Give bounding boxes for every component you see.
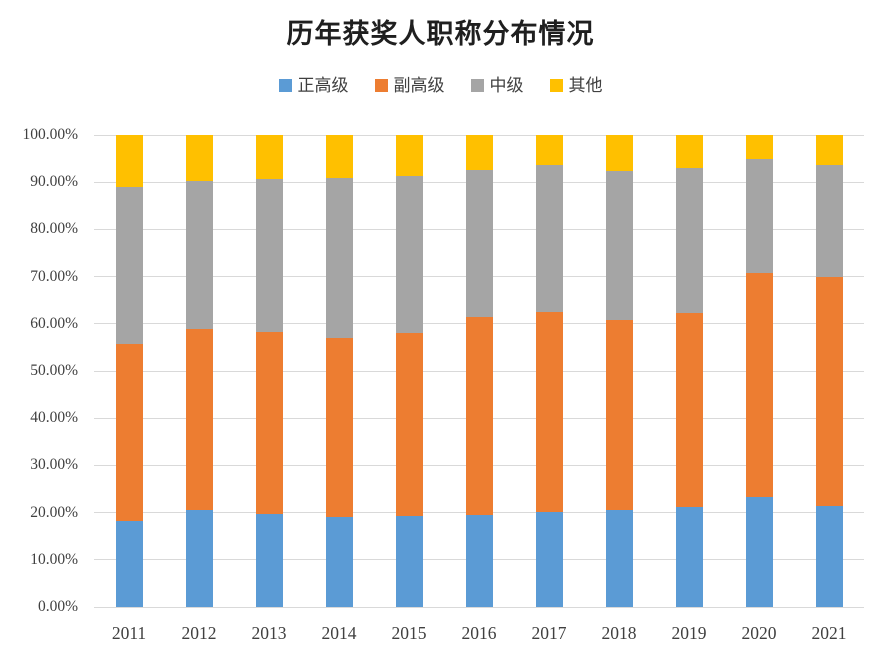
x-axis: 2011 2012 2013 2014 2015 2016 2017 2018 2019 2020…	[94, 622, 864, 648]
bar-segment-s0-2017	[535, 512, 563, 607]
x-axis-label: 2012	[181, 623, 217, 643]
bar-segment-s1-2014	[325, 337, 353, 518]
bar-segment-s0-2012	[185, 510, 213, 607]
x-axis-label: 2013	[251, 623, 287, 643]
bar-segment-s2-2015	[395, 175, 423, 333]
bar-segment-s2-2017	[535, 164, 563, 312]
legend-swatch-icon	[549, 79, 563, 92]
legend-label: 正高级	[297, 76, 349, 95]
plot-area	[94, 134, 864, 608]
bar-segment-s0-2019	[675, 506, 703, 607]
bar-segment-s3-2012	[185, 135, 213, 181]
bar-segment-s0-2011	[115, 520, 143, 607]
bar-segment-s3-2018	[605, 135, 633, 171]
y-axis-tick-label: 90.00%	[30, 173, 78, 191]
bar-segment-s1-2020	[745, 273, 773, 498]
y-axis-tick-label: 0.00%	[37, 598, 78, 615]
bar-segment-s2-2012	[185, 180, 213, 330]
bar-segment-s3-2017	[535, 135, 563, 165]
bar-segment-s1-2013	[255, 332, 283, 515]
bar-segment-s0-2015	[395, 516, 423, 607]
gridline	[94, 134, 864, 136]
legend-item-2: 中级	[470, 76, 524, 95]
bar-segment-s1-2019	[675, 312, 703, 507]
bar-segment-s1-2012	[185, 329, 213, 511]
y-axis-tick-label: 60.00%	[30, 314, 78, 332]
bar-segment-s2-2014	[325, 178, 353, 338]
y-axis-tick-label: 50.00%	[30, 362, 78, 379]
bar-segment-s1-2017	[535, 312, 563, 513]
y-axis-tick-label: 10.00%	[30, 550, 78, 568]
bar-segment-s3-2021	[815, 135, 843, 165]
legend-item-1: 副高级	[374, 76, 445, 95]
bar-segment-s0-2014	[325, 517, 353, 607]
bar-segment-s1-2011	[115, 344, 143, 521]
bar-segment-s0-2020	[745, 497, 773, 607]
legend-swatch-icon	[374, 79, 388, 92]
bar-segment-s1-2016	[465, 317, 493, 516]
y-axis-tick-label: 80.00%	[30, 220, 78, 238]
legend: 正高级 副高级 中级 其他	[0, 77, 881, 94]
x-axis-label: 2019	[671, 623, 707, 643]
legend-label: 其他	[568, 76, 603, 95]
y-axis-tick-label: 100.00%	[22, 126, 78, 143]
bar-segment-s3-2011	[115, 135, 143, 188]
y-axis-tick-label: 70.00%	[30, 267, 78, 285]
bar-segment-s1-2018	[605, 319, 633, 510]
chart-title: 历年获奖人职称分布情况	[286, 19, 595, 49]
x-axis-label: 2018	[601, 623, 637, 643]
bar-segment-s1-2015	[395, 332, 423, 517]
bar-segment-s3-2020	[745, 135, 773, 160]
bar-segment-s2-2013	[255, 179, 283, 333]
x-axis-label: 2015	[391, 623, 427, 643]
legend-label: 副高级	[393, 76, 445, 95]
legend-label: 中级	[489, 76, 524, 95]
bar-segment-s2-2011	[115, 187, 143, 345]
bar-segment-s1-2021	[815, 276, 843, 507]
bar-segment-s2-2016	[465, 169, 493, 318]
legend-swatch-icon	[470, 79, 484, 92]
bar-segment-s0-2016	[465, 515, 493, 607]
y-axis-tick-label: 30.00%	[30, 456, 78, 474]
bar-segment-s3-2015	[395, 135, 423, 176]
x-axis-label: 2021	[811, 623, 847, 643]
legend-swatch-icon	[278, 79, 292, 92]
x-axis-label: 2017	[531, 623, 567, 643]
gridline	[94, 606, 864, 608]
bar-segment-s0-2021	[815, 506, 843, 607]
x-axis-label: 2011	[111, 623, 147, 643]
y-axis-tick-label: 40.00%	[30, 409, 78, 427]
x-axis-label: 2020	[741, 623, 777, 643]
x-axis-label: 2016	[461, 623, 497, 643]
legend-item-3: 其他	[549, 76, 603, 95]
bar-segment-s3-2013	[255, 135, 283, 180]
bar-segment-s3-2016	[465, 135, 493, 170]
bar-segment-s3-2019	[675, 135, 703, 169]
y-axis-tick-label: 20.00%	[30, 503, 78, 521]
bar-segment-s0-2018	[605, 509, 633, 607]
bar-segment-s2-2019	[675, 168, 703, 313]
bar-segment-s2-2018	[605, 170, 633, 320]
bar-segment-s2-2021	[815, 164, 843, 277]
x-axis-label: 2014	[321, 623, 357, 643]
bar-segment-s0-2013	[255, 514, 283, 607]
bar-segment-s3-2014	[325, 135, 353, 179]
legend-item-0: 正高级	[278, 76, 349, 95]
bar-segment-s2-2020	[745, 159, 773, 274]
